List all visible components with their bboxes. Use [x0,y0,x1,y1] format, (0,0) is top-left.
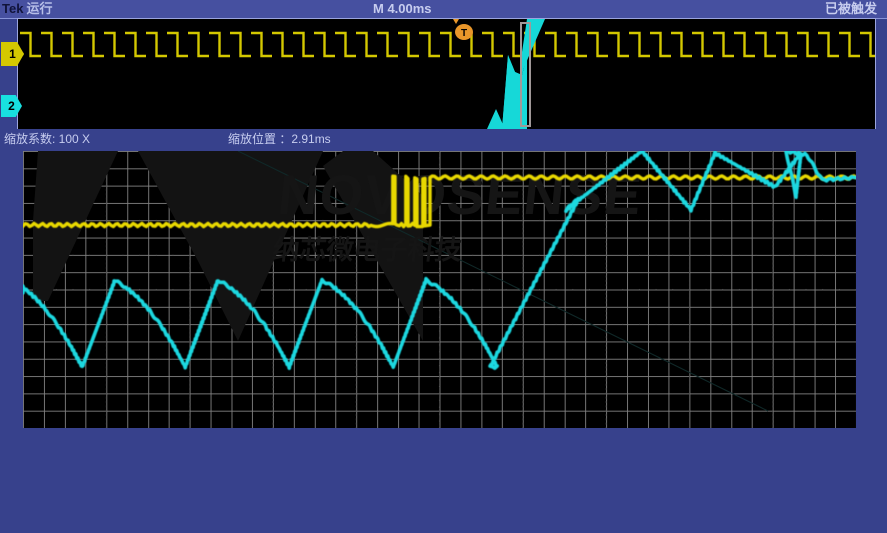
svg-text:T: T [461,28,467,39]
